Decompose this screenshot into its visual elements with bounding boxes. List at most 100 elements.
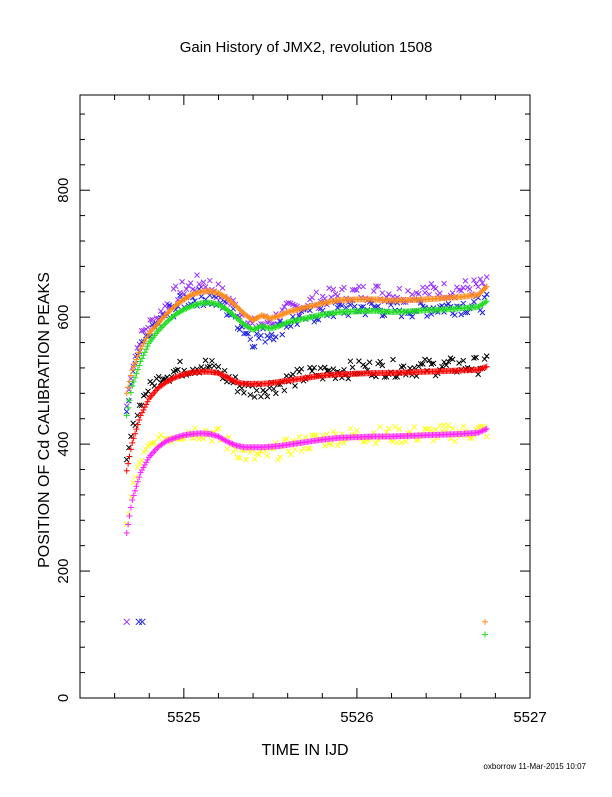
data-point-x — [252, 457, 257, 462]
data-point-x — [297, 369, 302, 374]
data-point-plus — [133, 371, 139, 377]
data-point-plus — [124, 468, 130, 474]
data-point-x — [314, 290, 319, 295]
data-point-x — [173, 284, 178, 289]
data-point-x — [352, 304, 357, 309]
data-point-x — [327, 286, 332, 291]
x-tick-label: 5527 — [513, 709, 546, 726]
data-point-plus — [145, 399, 151, 405]
data-point-x — [254, 388, 259, 393]
data-point-x — [184, 287, 189, 292]
data-point-x — [188, 281, 193, 286]
data-point-x — [133, 423, 138, 428]
series-scatter — [124, 354, 489, 462]
data-point-x — [286, 449, 291, 454]
data-point-x — [378, 424, 383, 429]
data-point-x — [342, 285, 347, 290]
data-point-x — [293, 383, 298, 388]
data-point-plus — [261, 313, 267, 319]
y-tick-label: 200 — [55, 559, 72, 584]
data-point-plus — [160, 323, 166, 329]
data-point-plus — [238, 307, 244, 313]
data-point-x — [177, 359, 182, 364]
data-point-x — [450, 426, 455, 431]
data-point-plus — [478, 289, 484, 295]
data-point-plus — [260, 313, 266, 319]
data-point-plus — [142, 349, 148, 355]
data-point-x — [126, 398, 131, 403]
data-point-x — [146, 325, 151, 330]
data-point-plus — [149, 327, 155, 333]
y-tick-label: 800 — [55, 178, 72, 203]
data-point-x — [139, 619, 145, 625]
outlier-points — [124, 619, 488, 638]
data-point-x — [201, 436, 206, 441]
data-point-x — [195, 273, 200, 278]
series-scatter — [124, 273, 489, 409]
data-point-plus — [139, 410, 145, 416]
footer-credit: oxborrow 11-Mar-2015 10:07 — [483, 762, 586, 771]
data-point-x — [437, 423, 442, 428]
data-point-plus — [157, 326, 163, 332]
data-point-plus — [158, 324, 164, 330]
data-point-x — [412, 424, 417, 429]
data-point-plus — [161, 322, 167, 328]
data-point-x — [484, 354, 489, 359]
data-point-x — [452, 313, 457, 318]
data-point-x — [288, 452, 293, 457]
data-point-x — [484, 434, 489, 439]
series-scatter — [124, 286, 489, 414]
data-point-x — [180, 279, 185, 284]
data-point-x — [278, 455, 283, 460]
data-point-plus — [132, 431, 138, 437]
data-point-x — [484, 275, 489, 280]
data-point-x — [297, 434, 302, 439]
data-point-x — [199, 294, 204, 299]
data-point-x — [484, 292, 489, 297]
data-point-plus — [135, 422, 141, 428]
data-point-plus — [177, 373, 183, 379]
data-point-x — [410, 292, 415, 297]
data-point-x — [452, 439, 457, 444]
data-point-plus — [482, 632, 488, 638]
x-axis-label: TIME IN IJD — [261, 742, 348, 759]
data-point-x — [310, 295, 315, 300]
data-point-x — [431, 438, 436, 443]
data-point-x — [299, 366, 304, 371]
y-tick-label: 0 — [55, 694, 72, 702]
data-point-x — [467, 287, 472, 292]
data-point-x — [433, 286, 438, 291]
data-point-plus — [135, 367, 141, 373]
data-point-plus — [152, 448, 158, 454]
data-point-x — [207, 278, 212, 283]
data-point-x — [367, 360, 372, 365]
data-point-x — [391, 357, 396, 362]
data-point-x — [463, 278, 468, 283]
data-point-plus — [125, 521, 131, 527]
data-point-x — [422, 357, 427, 362]
y-axis-label: POSITION OF Cd CALIBRATION PEAKS — [36, 272, 53, 568]
data-point-plus — [143, 346, 149, 352]
data-point-x — [258, 394, 263, 399]
y-tick-label: 600 — [55, 305, 72, 330]
data-point-x — [399, 314, 404, 319]
data-point-x — [420, 285, 425, 290]
data-point-x — [391, 439, 396, 444]
data-point-x — [461, 424, 466, 429]
data-point-x — [380, 291, 385, 296]
data-point-x — [235, 389, 240, 394]
data-point-x — [209, 439, 214, 444]
data-point-plus — [143, 401, 149, 407]
data-point-x — [348, 359, 353, 364]
data-point-x — [265, 453, 270, 458]
data-point-plus — [140, 407, 146, 413]
data-point-x — [136, 619, 142, 625]
data-point-x — [437, 291, 442, 296]
data-point-x — [197, 281, 202, 286]
data-point-plus — [484, 364, 490, 370]
data-point-plus — [127, 513, 133, 519]
data-point-plus — [125, 461, 131, 467]
data-point-plus — [138, 412, 144, 418]
